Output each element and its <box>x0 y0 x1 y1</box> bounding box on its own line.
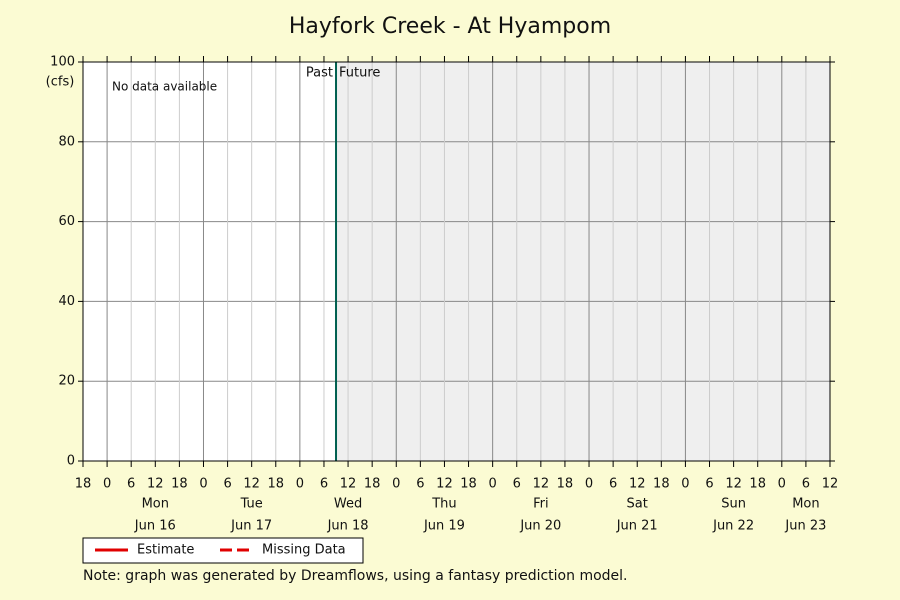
x-tick-label: 6 <box>513 477 521 492</box>
x-tick-label: 18 <box>364 477 381 492</box>
x-date-label: Jun 18 <box>327 519 369 534</box>
x-tick-label: 18 <box>749 477 766 492</box>
x-tick-label: 12 <box>725 477 742 492</box>
x-day-label: Sun <box>721 497 746 512</box>
x-tick-label: 18 <box>268 477 285 492</box>
y-tick-label: 40 <box>58 294 75 309</box>
y-tick-label: 20 <box>58 374 75 389</box>
x-tick-label: 6 <box>223 477 231 492</box>
chart-title: Hayfork Creek - At Hyampom <box>289 14 611 39</box>
x-day-label: Thu <box>431 497 456 512</box>
x-tick-label: 12 <box>340 477 357 492</box>
y-tick-label: 80 <box>58 134 75 149</box>
x-tick-label: 0 <box>585 477 593 492</box>
x-tick-label: 12 <box>629 477 646 492</box>
x-date-label: Jun 21 <box>616 519 658 534</box>
x-tick-label: 0 <box>296 477 304 492</box>
x-tick-label: 6 <box>802 477 810 492</box>
x-tick-label: 0 <box>199 477 207 492</box>
x-tick-label: 6 <box>127 477 135 492</box>
future-region <box>336 62 830 461</box>
x-tick-label: 12 <box>243 477 260 492</box>
x-tick-label: 6 <box>320 477 328 492</box>
x-tick-label: 18 <box>171 477 188 492</box>
plot-frame <box>82 61 831 462</box>
x-date-label: Jun 19 <box>423 519 465 534</box>
legend-label: Estimate <box>137 543 194 558</box>
x-date-label: Jun 22 <box>712 519 754 534</box>
x-date-label: Jun 23 <box>784 519 826 534</box>
x-tick-label: 18 <box>75 477 92 492</box>
x-tick-label: 18 <box>653 477 670 492</box>
x-date-label: Jun 17 <box>230 519 272 534</box>
future-label: Future <box>339 66 380 81</box>
x-date-label: Jun 20 <box>519 519 561 534</box>
x-tick-label: 6 <box>609 477 617 492</box>
x-tick-label: 0 <box>392 477 400 492</box>
x-tick-label: 6 <box>416 477 424 492</box>
annotation: No data available <box>112 80 217 94</box>
x-day-label: Mon <box>142 497 169 512</box>
x-tick-label: 12 <box>436 477 453 492</box>
x-tick-label: 0 <box>681 477 689 492</box>
y-tick-label: 60 <box>58 214 75 229</box>
x-day-label: Mon <box>792 497 819 512</box>
note: Note: graph was generated by Dreamflows,… <box>83 568 628 584</box>
x-date-label: Jun 16 <box>134 519 176 534</box>
y-tick-label: 100 <box>50 55 75 70</box>
y-axis-label: (cfs) <box>46 75 75 90</box>
x-tick-label: 18 <box>557 477 574 492</box>
x-day-label: Fri <box>533 497 549 512</box>
x-tick-label: 12 <box>533 477 550 492</box>
x-tick-label: 18 <box>460 477 477 492</box>
x-tick-label: 6 <box>705 477 713 492</box>
legend-label: Missing Data <box>262 543 346 558</box>
x-day-label: Sat <box>627 497 648 512</box>
x-tick-label: 12 <box>147 477 164 492</box>
y-tick-label: 0 <box>67 454 75 469</box>
x-tick-label: 0 <box>778 477 786 492</box>
past-label: Past <box>306 66 333 81</box>
x-tick-label: 0 <box>489 477 497 492</box>
x-tick-label: 12 <box>822 477 839 492</box>
x-tick-label: 0 <box>103 477 111 492</box>
x-day-label: Wed <box>334 497 362 512</box>
x-day-label: Tue <box>240 497 263 512</box>
